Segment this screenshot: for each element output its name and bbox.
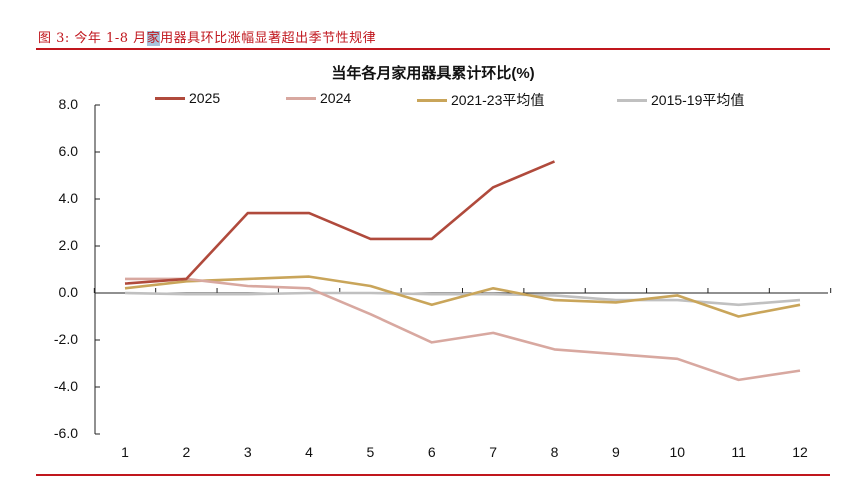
x-tick-label: 11 xyxy=(731,444,746,460)
legend-item-2021-23: 2021-23平均值 xyxy=(417,90,544,110)
caption-prefix: 图 3: 今年 1-8 月 xyxy=(38,31,147,46)
y-tick-label: -2.0 xyxy=(53,331,78,347)
x-tick-label: 8 xyxy=(550,444,559,460)
x-tick-label: 10 xyxy=(669,444,686,460)
x-tick-label: 3 xyxy=(243,444,252,460)
y-tick-label: 2.0 xyxy=(58,237,78,253)
legend-label: 2021-23平均值 xyxy=(451,92,545,108)
legend-item-2015-19: 2015-19平均值 xyxy=(617,90,744,110)
legend-item-2025: 2025 xyxy=(155,90,220,106)
y-tick-label: 6.0 xyxy=(58,143,78,159)
series-line-2025 xyxy=(124,160,556,285)
legend-swatch-icon xyxy=(286,96,316,100)
y-tick-label: 8.0 xyxy=(58,96,78,112)
legend-label: 2025 xyxy=(189,90,221,106)
x-tick-label: 2 xyxy=(182,444,191,460)
x-tick-label: 12 xyxy=(792,444,808,460)
legend-swatch-icon xyxy=(417,98,447,102)
x-tick-label: 5 xyxy=(366,444,375,460)
x-tick-label: 1 xyxy=(121,444,129,460)
legend-swatch-icon xyxy=(617,98,647,102)
x-tick-label: 6 xyxy=(427,444,436,460)
y-tick-label: -6.0 xyxy=(53,425,78,441)
caption-rule xyxy=(36,48,830,50)
x-tick-label: 7 xyxy=(489,444,498,460)
caption-suffix: 用器具环比涨幅显著超出季节性规律 xyxy=(160,31,377,46)
figure-caption: 图 3: 今年 1-8 月家用器具环比涨幅显著超出季节性规律 xyxy=(38,27,376,46)
legend-item-2024: 2024 xyxy=(286,90,351,106)
y-tick-label: 4.0 xyxy=(58,190,78,206)
chart-title: 当年各月家用器具累计环比(%) xyxy=(331,65,535,82)
series-line-2021-23平均值 xyxy=(124,275,801,318)
footer-rule xyxy=(36,474,830,476)
series-line-2015-19平均值 xyxy=(124,291,801,307)
y-tick-label: -4.0 xyxy=(53,378,78,394)
x-tick-label: 9 xyxy=(612,444,620,460)
x-tick-label: 4 xyxy=(305,444,313,460)
y-tick-label: 0.0 xyxy=(58,284,78,300)
legend-label: 2015-19平均值 xyxy=(651,92,745,108)
legend-label: 2024 xyxy=(320,90,352,106)
legend-swatch-icon xyxy=(155,96,185,100)
caption-highlight: 家 xyxy=(146,31,161,46)
series-line-2024 xyxy=(125,277,801,382)
